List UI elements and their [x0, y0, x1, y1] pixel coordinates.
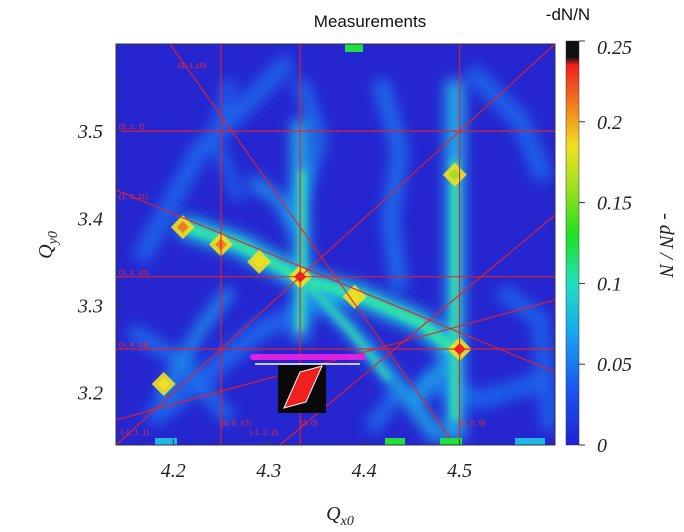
- y-tick-label: 3.3: [77, 296, 103, 318]
- x-tick-label: 4.2: [161, 460, 186, 482]
- resonance-line: [116, 189, 555, 373]
- edge-cell: [155, 438, 177, 445]
- chart-title: Measurements: [314, 12, 426, 31]
- hot-spot: [151, 371, 176, 396]
- hot-spot: [247, 249, 272, 274]
- edge-cell: [440, 438, 462, 445]
- colorbar-tick-label: 0.25: [597, 37, 632, 59]
- hot-spots: [151, 162, 472, 396]
- colorbar-tick-label: 0: [597, 435, 607, 457]
- resonance-label: (1, 2, 11): [119, 192, 149, 201]
- y-axis: 3.2 3.3 3.4 3.5: [77, 43, 122, 446]
- y-axis-label: Qy0: [35, 231, 61, 259]
- resonance-label: (0, 4, 13): [119, 340, 150, 349]
- resonance-label: (0, 2, 7): [119, 122, 145, 131]
- x-axis: 4.2 4.3 4.4 4.5: [161, 439, 472, 482]
- resonance-label: (3,-1,10): [178, 61, 207, 70]
- beam-shape: [283, 365, 323, 409]
- edge-cell: [345, 44, 363, 52]
- colorbar-ticks: 0 0.05 0.1 0.15 0.2 0.25: [579, 37, 632, 457]
- resonance-line: [169, 44, 456, 445]
- colorbar-gradient: [565, 40, 580, 446]
- svg-text:Qy0: Qy0: [35, 231, 61, 259]
- colorbar-tick-label: 0.1: [597, 273, 622, 295]
- beam-inset: [250, 354, 366, 413]
- resonance-label: (2, 0, 9): [460, 419, 486, 428]
- resonance-label: (4, 0, 17): [221, 419, 252, 428]
- resonance-line: [116, 44, 555, 445]
- colorbar-tick-label: 0.15: [597, 193, 632, 215]
- x-axis-label: Qx0: [326, 503, 354, 529]
- resonance-label: (-1, 2, 2): [250, 427, 279, 436]
- colorbar-tick-label: 0.2: [597, 112, 622, 134]
- y-tick-label: 3.2: [77, 383, 103, 405]
- hot-spot: [442, 162, 467, 187]
- svg-text:- dN / N: - dN / N: [655, 213, 677, 279]
- beam-line-bar: [250, 354, 366, 360]
- resonance-label: (3, 0): [300, 419, 318, 428]
- intensity-texture: [126, 53, 555, 445]
- colorbar-title: -dN/N: [546, 5, 590, 24]
- y-tick-label: 3.4: [77, 208, 103, 230]
- resonance-label: (0, 3, 10): [119, 268, 150, 277]
- resonance-label: (-1, 1, 1): [121, 427, 150, 436]
- plot-frame: [115, 43, 556, 446]
- colorbar: -dN/N 0 0.05 0.1 0.15 0.2 0.25 - dN / N: [546, 5, 677, 457]
- x-tick-label: 4.4: [352, 460, 377, 482]
- edge-cell: [385, 438, 405, 445]
- x-tick-label: 4.5: [447, 460, 472, 482]
- colorbar-tick-label: 0.05: [597, 354, 632, 376]
- y-tick-label: 3.5: [77, 121, 103, 143]
- edge-cell: [515, 438, 545, 445]
- colorbar-label: - dN / N: [655, 213, 677, 279]
- x-tick-label: 4.3: [256, 460, 281, 482]
- plot-area: (0, 2, 7) (1, 2, 11) (0, 3, 10) (0, 4, 13) (…: [116, 44, 555, 445]
- resonance-labels: (0, 2, 7) (1, 2, 11) (0, 3, 10) (0, 4, 13) (…: [119, 61, 486, 436]
- hot-spot: [170, 215, 195, 240]
- grid-lines: [116, 44, 555, 445]
